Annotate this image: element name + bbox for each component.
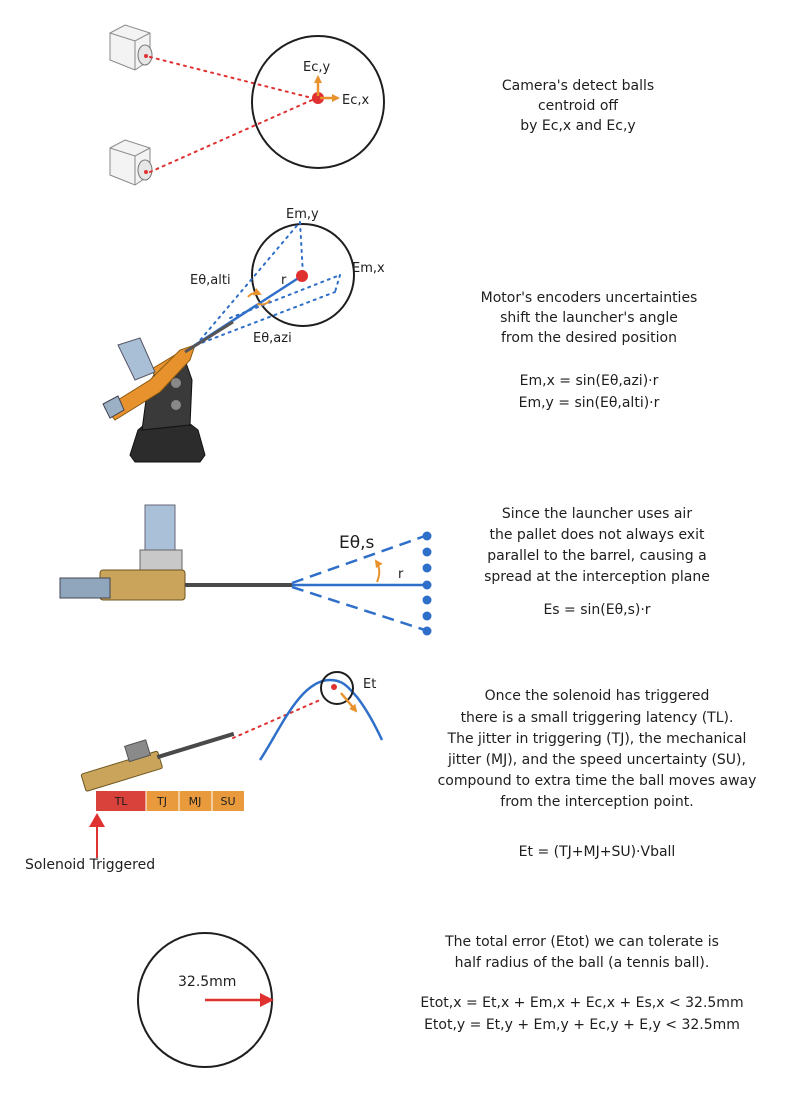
segment-label-su: SU (220, 795, 235, 808)
camera-top-icon (109, 24, 153, 71)
section-motor-encoders: r Em,y Em,x Eθ,alti Eθ,azi Motor's encod… (102, 207, 698, 463)
spread-dot (422, 580, 432, 590)
label-ec-x: Ec,x (342, 93, 369, 108)
ball-centroid (312, 92, 324, 104)
note-trigger-2: there is a small triggering latency (TL)… (461, 710, 734, 726)
spread-dot (422, 611, 432, 621)
formula-et: Et = (TJ+MJ+SU)·Vball (519, 844, 676, 860)
segment-tl (96, 791, 146, 811)
target-point (296, 270, 308, 282)
segment-label-mj: MJ (189, 795, 202, 808)
ball-outline (251, 35, 385, 169)
label-em-y: Em,y (286, 207, 319, 222)
em-x-dotted (334, 274, 341, 293)
label-r-motor: r (281, 273, 287, 288)
note-trigger-3: The jitter in triggering (TJ), the mecha… (447, 731, 747, 747)
interception-circle (320, 671, 354, 705)
target-circle (251, 223, 355, 327)
segment-label-tj: TJ (156, 795, 167, 808)
air-launcher-icon (59, 504, 292, 601)
note-camera-2: centroid off (538, 98, 618, 114)
pan-tilt-launcher-icon (102, 320, 234, 463)
formula-em-y: Em,y = sin(Eθ,alti)·r (519, 395, 660, 411)
spread-dot (422, 547, 432, 557)
label-e-theta-azi: Eθ,azi (253, 331, 292, 346)
note-motor-2: shift the launcher's angle (500, 310, 678, 326)
formula-es: Es = sin(Eθ,s)·r (543, 602, 650, 618)
segment-label-tl: TL (114, 795, 129, 808)
cone-line-mid (229, 274, 341, 319)
ball-trajectory-curve (258, 678, 384, 761)
azi-angle-arc (256, 299, 271, 306)
formula-etot-y: Etot,y = Et,y + Em,y + Ec,y + E,y < 32.5… (424, 1017, 740, 1033)
timing-bar: TL TJ MJ SU (96, 791, 244, 811)
em-y-dotted (299, 221, 304, 276)
cone-line-top (195, 221, 301, 346)
label-e-theta-alti: Eθ,alti (190, 273, 231, 288)
spread-dot (422, 626, 432, 636)
section-trigger-latency: Et TL TJ MJ SU Solenoid Triggered Once t… (25, 671, 757, 873)
alti-angle-arc (247, 287, 262, 298)
trajectory-dotted (232, 699, 321, 739)
segment-tj (146, 791, 179, 811)
note-motor-1: Motor's encoders uncertainties (481, 290, 698, 306)
label-r-spread: r (398, 567, 404, 582)
formula-etot-x: Etot,x = Et,x + Em,x + Ec,x + Es,x < 32.… (420, 995, 743, 1011)
label-em-x: Em,x (352, 261, 385, 276)
spread-angle-arc (374, 559, 383, 583)
section-air-spread: Eθ,s r Since the launcher uses air the p… (59, 504, 710, 636)
spread-dots (422, 531, 432, 636)
note-trigger-4: jitter (MJ), and the speed uncertainty (… (447, 752, 746, 768)
note-trigger-5: compound to extra time the ball moves aw… (438, 773, 757, 789)
camera-top-sightline (149, 56, 313, 99)
label-ec-y: Ec,y (303, 60, 330, 75)
spread-line-bottom (291, 585, 426, 632)
spread-dot (422, 595, 432, 605)
section-camera-detection: Ec,y Ec,x Camera's detect balls centroid… (109, 24, 654, 186)
spread-dot (422, 563, 432, 573)
segment-su (212, 791, 244, 811)
spread-line-top (291, 534, 426, 585)
section-total-tolerance: 32.5mm The total error (Etot) we can tol… (137, 932, 744, 1068)
note-spread-2: the pallet does not always exit (490, 527, 705, 543)
note-spread-3: parallel to the barrel, causing a (487, 548, 706, 564)
formula-em-x: Em,x = sin(Eθ,azi)·r (520, 373, 659, 389)
note-camera-3: by Ec,x and Ec,y (520, 118, 635, 134)
label-radius: 32.5mm (178, 974, 236, 990)
note-total-2: half radius of the ball (a tennis ball). (455, 955, 710, 971)
spread-dot (422, 531, 432, 541)
note-motor-3: from the desired position (501, 330, 677, 346)
note-spread-4: spread at the interception plane (484, 569, 710, 585)
note-trigger-6: from the interception point. (500, 794, 693, 810)
note-camera-1: Camera's detect balls (502, 78, 654, 94)
interception-point (331, 684, 337, 690)
tilted-launcher-icon (80, 731, 235, 792)
label-et: Et (363, 677, 376, 692)
label-e-theta-s: Eθ,s (339, 533, 375, 553)
note-spread-1: Since the launcher uses air (502, 506, 692, 522)
trigger-pointer-head (89, 813, 105, 827)
camera-bottom-sightline (149, 99, 313, 173)
note-total-1: The total error (Etot) we can tolerate i… (444, 934, 719, 950)
et-arrow (340, 692, 358, 713)
note-trigger-1: Once the solenoid has triggered (485, 688, 710, 704)
segment-mj (179, 791, 212, 811)
label-solenoid-triggered: Solenoid Triggered (25, 857, 155, 873)
camera-bottom-icon (109, 139, 153, 186)
